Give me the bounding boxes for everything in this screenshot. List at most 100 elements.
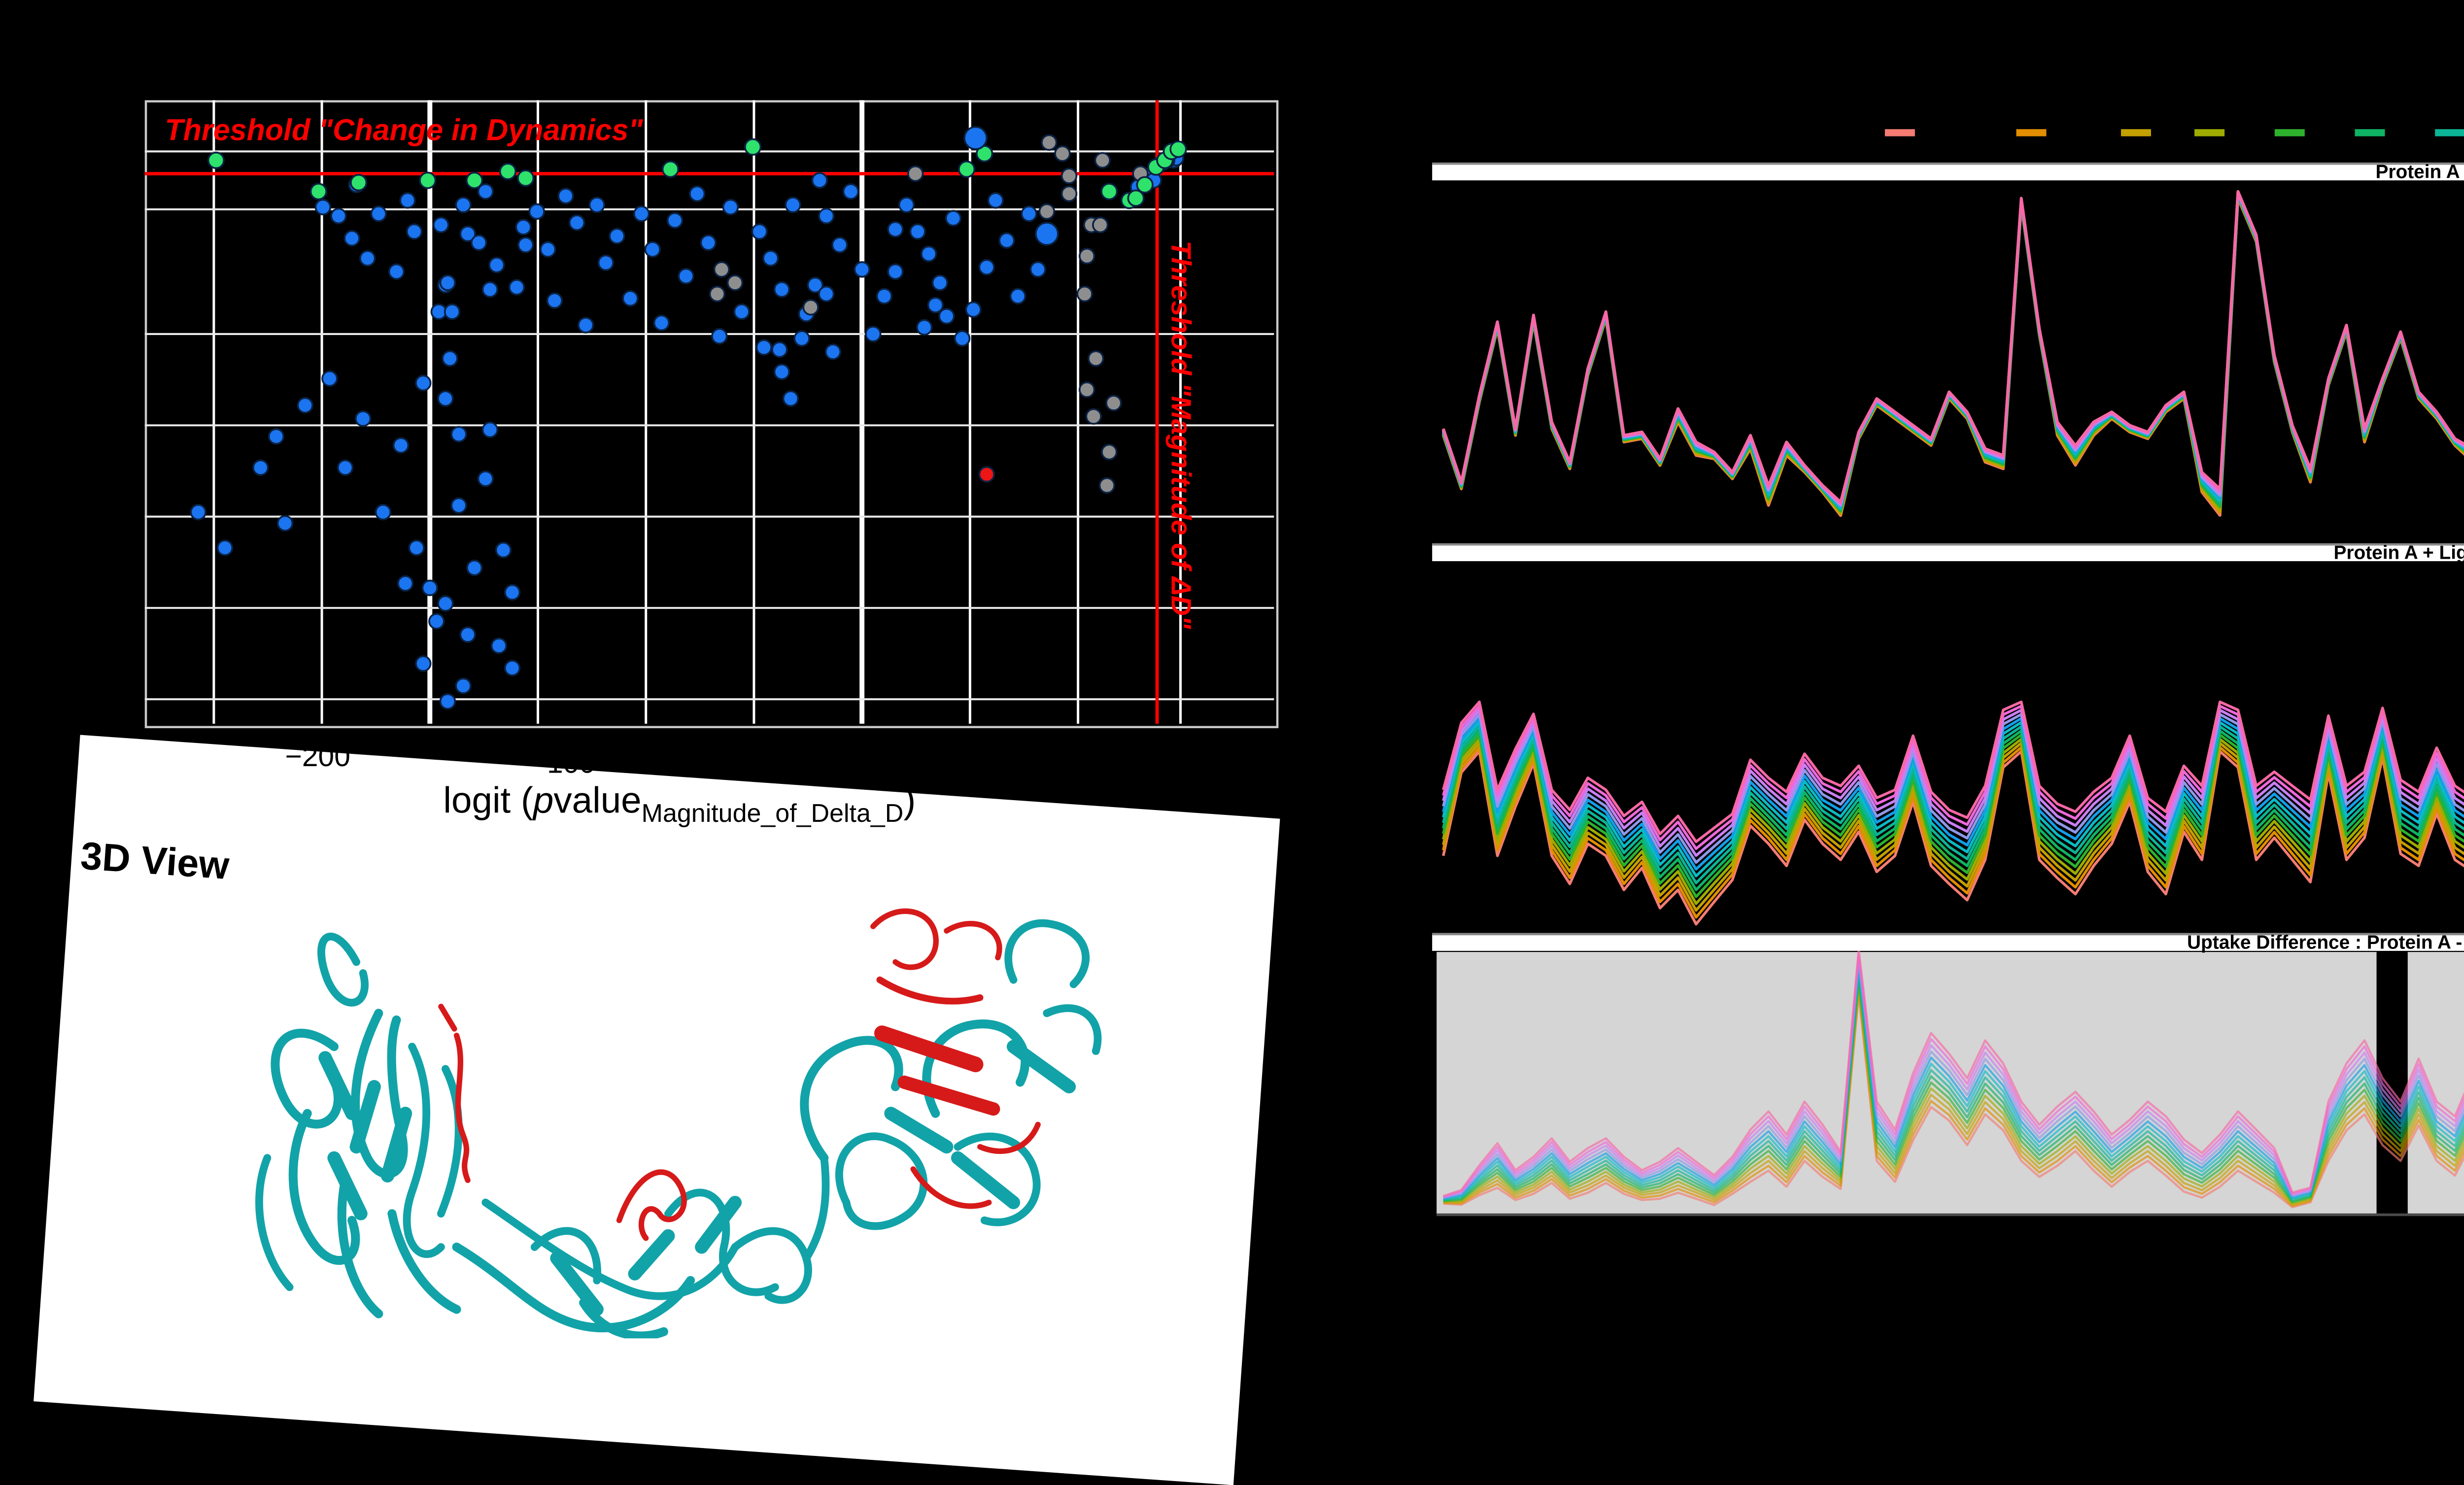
legend-item-timepoint-6[interactable] [2355,129,2385,136]
scatter-point[interactable] [1029,261,1046,278]
uptake-line-timepoint-13[interactable] [1442,622,2464,844]
scatter-point[interactable] [515,219,532,236]
scatter-point[interactable] [785,197,801,213]
uptake-line-timepoint-1[interactable] [1443,993,2464,1213]
scatter-point[interactable] [773,364,790,380]
scatter-point[interactable] [444,304,461,320]
scatter-point[interactable] [807,276,823,294]
uptake-line-timepoint-13[interactable] [1443,948,2464,1197]
scatter-point[interactable] [1105,395,1122,411]
scatter-point[interactable] [622,290,639,307]
scatter-point[interactable] [920,245,937,262]
scatter-point[interactable] [978,259,995,276]
scatter-point[interactable] [252,459,269,476]
scatter-point[interactable] [439,693,456,710]
scatter-point[interactable] [354,410,372,427]
legend-item-timepoint-3[interactable] [2121,129,2151,136]
scatter-point[interactable] [931,274,949,291]
uptake-line-timepoint-6[interactable] [1443,975,2464,1203]
scatter-point[interactable] [415,655,432,672]
scatter-point[interactable] [577,317,594,334]
uptake-line-timepoint-5[interactable] [1443,978,2464,1204]
scatter-point[interactable] [854,261,870,278]
legend-item-timepoint-2[interactable] [2016,129,2047,136]
scatter-point[interactable] [965,301,982,318]
scatter-point[interactable] [733,304,750,320]
scatter-point[interactable] [495,541,512,559]
uptake-line-timepoint-4[interactable] [1442,653,2464,905]
uptake-line-timepoint-1[interactable] [1442,663,2464,926]
scatter-point[interactable] [963,126,988,150]
scatter-point[interactable] [1094,152,1111,169]
scatter-point[interactable] [455,197,472,213]
uptake-line-timepoint-8[interactable] [1443,967,2464,1201]
scatter-point[interactable] [1087,350,1104,367]
scatter-point[interactable] [421,579,439,596]
scatter-point[interactable] [876,288,893,304]
scatter-point[interactable] [337,459,354,476]
scatter-point[interactable] [609,228,625,244]
scatter-point[interactable] [954,330,971,347]
scatter-point[interactable] [297,397,313,414]
scatter-point[interactable] [276,515,294,532]
scatter-point[interactable] [190,504,206,521]
scatter-point[interactable] [755,339,772,356]
scatter-point[interactable] [1041,134,1058,151]
scatter-point[interactable] [1169,140,1187,158]
scatter-point[interactable] [406,223,423,240]
scatter-point[interactable] [504,660,521,676]
scatter-point[interactable] [504,584,521,601]
uptake-line-timepoint-2[interactable] [1442,660,2464,919]
scatter-point[interactable] [751,223,768,240]
scatter-point[interactable] [459,626,476,643]
scatter-point[interactable] [408,540,425,556]
scatter-point[interactable] [1061,185,1078,202]
scatter-point[interactable] [517,169,535,187]
scatter-point[interactable] [666,212,684,229]
scatter-point[interactable] [477,471,494,487]
scatter-point[interactable] [477,183,494,200]
uptake-line-timepoint-10[interactable] [1442,632,2464,864]
scatter-point[interactable] [388,263,405,280]
scatter-point[interactable] [528,203,545,220]
scatter-point[interactable] [490,637,508,654]
scatter-point[interactable] [818,285,835,303]
uptake-line-timepoint-11[interactable] [1442,629,2464,857]
uptake-line-timepoint-7[interactable] [1443,971,2464,1201]
scatter-point[interactable] [653,314,670,332]
scatter-point[interactable] [207,151,225,169]
scatter-point[interactable] [1098,477,1116,494]
uptake-line-timepoint-13[interactable] [1441,185,2464,504]
scatter-point[interactable] [744,138,762,156]
scatter-point[interactable] [439,274,456,291]
scatter-point[interactable] [397,575,414,592]
uptake-line-timepoint-12[interactable] [1442,625,2464,850]
scatter-point[interactable] [771,341,788,358]
scatter-point[interactable] [450,426,467,443]
scatter-point[interactable] [268,428,285,445]
scatter-point[interactable] [661,160,680,178]
uptake-line-timepoint-12[interactable] [1443,952,2464,1198]
scatter-point[interactable] [459,225,476,242]
scatter-point[interactable] [466,171,483,189]
scatter-point[interactable] [1101,443,1118,461]
scatter-point[interactable] [909,223,926,240]
legend-item-timepoint-5[interactable] [2274,129,2305,136]
scatter-point[interactable] [722,199,739,216]
scatter-point[interactable] [450,497,467,514]
scatter-point[interactable] [887,263,904,280]
scatter-point[interactable] [481,421,499,439]
uptake-line-timepoint-9[interactable] [1442,636,2464,871]
scatter-point[interactable] [1076,285,1093,303]
scatter-point[interactable] [1136,176,1154,194]
scatter-point[interactable] [1092,216,1109,234]
scatter-point[interactable] [1100,183,1118,201]
scatter-point[interactable] [802,299,819,316]
scatter-point[interactable] [978,466,995,483]
uptake-line-timepoint-2[interactable] [1441,196,2464,576]
scatter-point[interactable] [938,308,955,325]
scatter-point[interactable] [1078,248,1095,265]
scatter-point[interactable] [419,171,437,189]
scatter-point[interactable] [343,230,360,247]
scatter-point[interactable] [713,261,730,278]
